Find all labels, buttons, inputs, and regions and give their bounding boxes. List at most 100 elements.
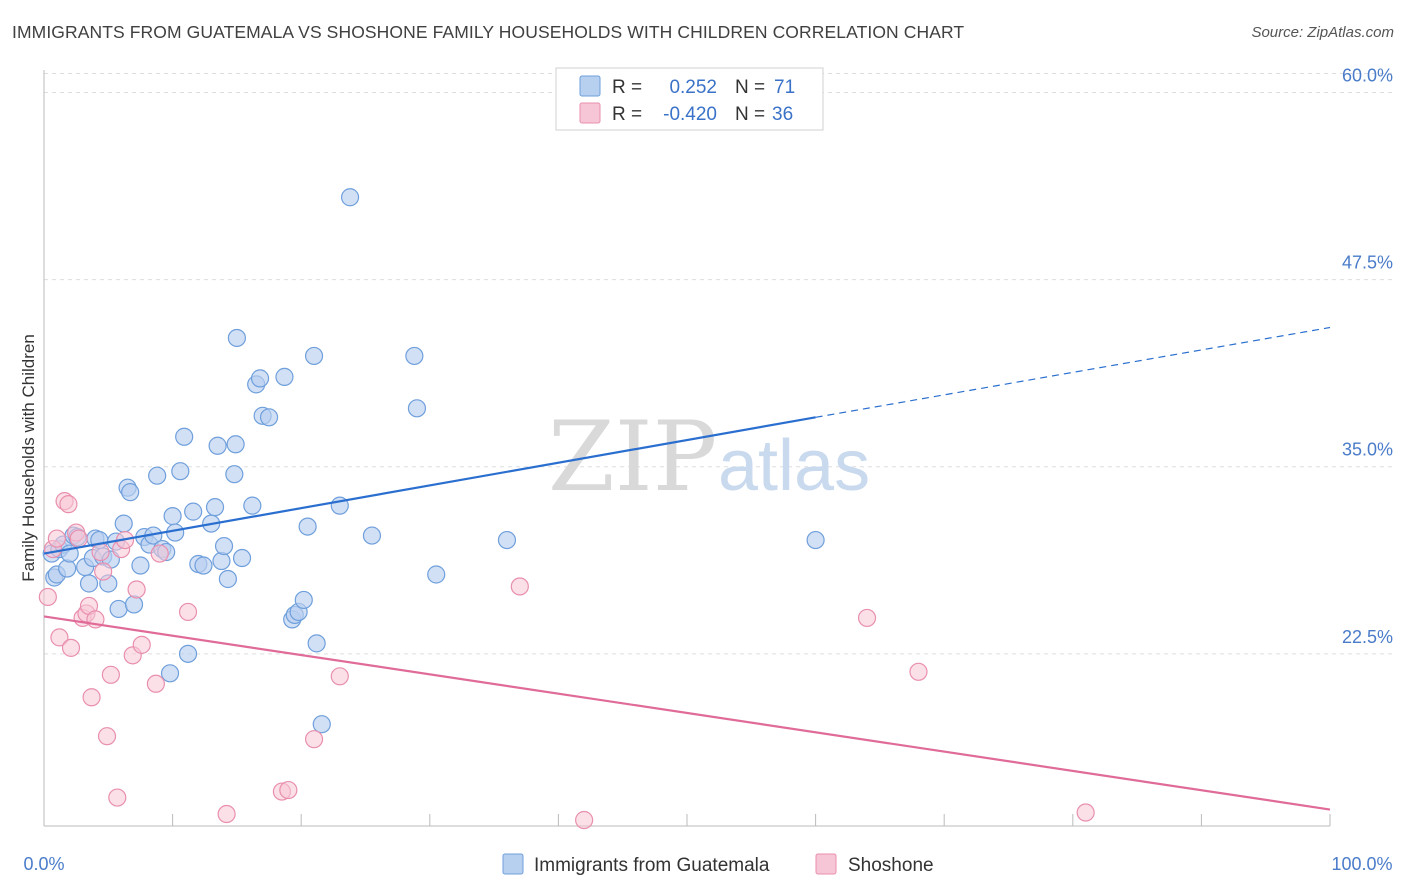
shoshone-point-29 [279,780,298,800]
guatemala-trend-extension [815,326,1331,418]
guatemala-point-62 [312,715,331,734]
guatemala-point-65 [362,526,382,545]
shoshone-point-12 [82,688,101,707]
shoshone-point-32 [510,577,529,596]
guatemala-point-47 [227,328,246,348]
shoshone-point-3 [50,628,69,647]
series-legend-swatch-shoshone [815,853,837,875]
guatemala-point-51 [250,369,270,388]
series-shoshone-points [38,492,1095,830]
shoshone-point-18 [108,788,127,807]
series-legend: Immigrants from Guatemala Shoshone [502,853,934,876]
watermark-zip: ZIP [548,401,717,513]
shoshone-point-34 [857,608,877,628]
guatemala-point-54 [275,367,294,386]
guatemala-point-59 [298,517,317,536]
shoshone-point-35 [909,662,928,681]
guatemala-point-53 [259,408,279,427]
guatemala-point-64 [340,188,360,207]
guatemala-point-10 [79,574,99,593]
guatemala-trend-line [43,416,816,555]
shoshone-point-6 [61,638,81,657]
shoshone-point-17 [101,665,120,684]
shoshone-point-5 [59,495,78,514]
guatemala-point-34 [175,427,194,446]
y-tick-label-0: 22.5% [1342,627,1393,647]
series-legend-swatch-guatemala [502,853,524,875]
shoshone-point-27 [217,804,236,824]
chart-title: IMMIGRANTS FROM GUATEMALA VS SHOSHONE FA… [12,22,965,42]
y-tick-label-2: 47.5% [1342,253,1393,273]
guatemala-point-35 [178,644,198,663]
shoshone-point-14 [91,542,110,562]
legend-n-value-blue: 71 [774,77,795,98]
guatemala-point-60 [304,346,324,366]
stats-legend: R = 0.252 N = 71 R = -0.420 N = 36 [555,67,824,131]
legend-n-value-pink: 36 [772,104,793,125]
shoshone-point-23 [132,635,151,654]
guatemala-point-45 [225,465,244,484]
guatemala-point-27 [148,466,167,485]
shoshone-point-16 [97,727,117,746]
guatemala-point-49 [243,496,262,515]
source-label: Source: ZipAtlas.com [1251,24,1394,41]
trend-lines [43,326,1331,811]
series-guatemala-points [42,188,825,734]
guatemala-point-21 [121,483,140,502]
shoshone-point-33 [575,810,594,830]
y-tick-labels: 22.5% 35.0% 47.5% 60.0% [1342,65,1393,646]
legend-r-value-blue: 0.252 [669,77,717,98]
shoshone-point-25 [150,544,169,563]
legend-swatch-blue [579,75,601,97]
guatemala-point-40 [205,498,225,517]
shoshone-point-15 [94,562,113,581]
shoshone-point-36 [1076,803,1095,822]
guatemala-point-30 [160,664,180,683]
axes [43,70,1331,827]
legend-r-value-pink: -0.420 [663,104,717,125]
legend-r-label-blue: R = [612,77,642,98]
guatemala-point-33 [171,462,190,481]
y-tick-label-3: 60.0% [1342,65,1393,85]
guatemala-point-61 [307,634,326,653]
shoshone-point-8 [69,529,88,548]
legend-n-label-blue: N = [735,77,765,98]
x-tick-label-max: 100.0% [1331,854,1392,874]
shoshone-trend-line [43,615,1331,811]
guatemala-point-22 [124,595,144,614]
guatemala-point-69 [497,530,517,550]
guatemala-point-31 [163,507,182,526]
series-legend-label-guatemala: Immigrants from Guatemala [534,855,770,876]
guatemala-point-38 [194,556,213,575]
guatemala-point-66 [405,346,424,366]
guatemala-point-42 [212,551,231,571]
guatemala-point-41 [208,436,227,455]
shoshone-point-26 [178,602,198,622]
guatemala-point-67 [407,399,427,418]
guatemala-point-70 [806,530,825,550]
guatemala-point-58 [294,590,313,610]
guatemala-point-43 [214,536,234,556]
legend-r-label-pink: R = [612,104,642,125]
shoshone-point-0 [38,587,57,607]
guatemala-point-18 [109,599,128,619]
guatemala-point-5 [58,559,77,578]
guatemala-point-32 [166,523,185,542]
shoshone-point-30 [304,730,324,749]
shoshone-point-31 [330,667,349,686]
guatemala-point-23 [131,556,150,575]
shoshone-point-2 [47,529,66,548]
x-tick-label-min: 0.0% [23,854,64,874]
legend-swatch-pink [579,102,601,124]
legend-n-label-pink: N = [735,104,765,125]
guatemala-point-19 [114,514,133,533]
shoshone-point-24 [146,674,165,693]
shoshone-point-22 [127,580,146,599]
series-legend-label-shoshone: Shoshone [848,855,934,876]
watermark-atlas: atlas [718,426,870,506]
y-tick-label-1: 35.0% [1342,440,1393,460]
guatemala-point-36 [184,502,203,521]
guatemala-point-46 [226,435,245,454]
guatemala-point-48 [232,548,252,568]
